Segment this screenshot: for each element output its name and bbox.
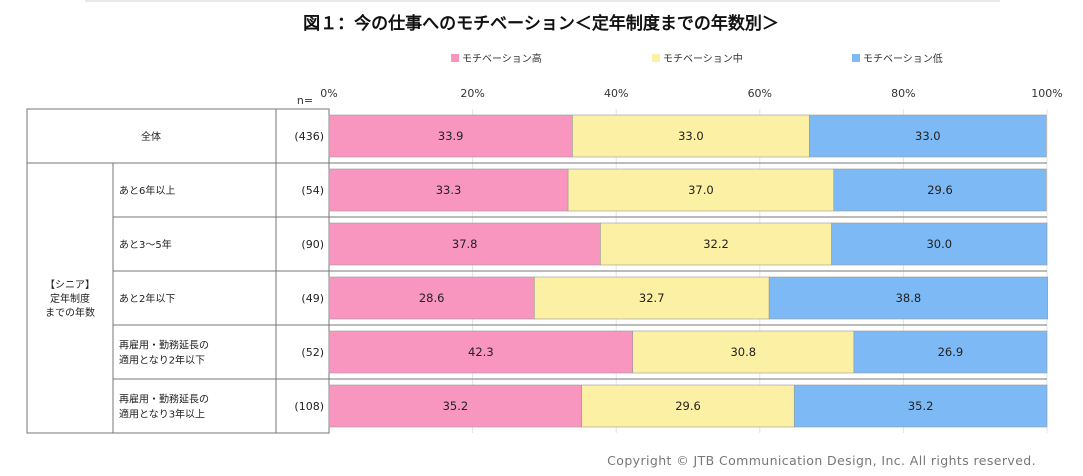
bar-label-row5-series2: 35.2 [908, 399, 934, 413]
bar-row1-series1 [567, 168, 835, 212]
x-tick-label-5: 100% [1031, 87, 1062, 100]
bar-label-row3-series0: 28.6 [419, 291, 445, 305]
bar-row3-series1 [534, 276, 770, 320]
copyright-text: Copyright © JTB Communication Design, In… [607, 453, 1036, 468]
bar-row4-series2 [853, 330, 1048, 374]
bar-label-row4-series0: 42.3 [468, 345, 494, 359]
row-n-4: (52) [301, 346, 324, 359]
row-n-3: (49) [301, 292, 324, 305]
group-label-line-1: 定年制度 [50, 292, 90, 305]
bar-row0-series2 [809, 114, 1047, 158]
bar-row2-series2 [831, 222, 1048, 266]
bar-row0-series0 [328, 114, 573, 158]
n-label: n= [297, 94, 313, 107]
chart-title: 図１：今の仕事へのモチベーション＜定年制度までの年数別＞ [303, 13, 779, 34]
bar-label-row0-series2: 33.0 [915, 129, 941, 143]
row-label-1-line-0: あと6年以上 [119, 184, 175, 197]
row-n-5: (108) [294, 400, 324, 413]
group-label-line-0: 【シニア】 [45, 279, 95, 291]
group-label-line-2: までの年数 [45, 306, 95, 319]
bar-row5-series2 [793, 384, 1048, 428]
bar-label-row2-series1: 32.2 [703, 237, 729, 251]
x-tick-label-4: 80% [891, 87, 915, 100]
legend-label-1: モチベーション中 [663, 52, 743, 65]
row-label-2-line-0: あと3～5年 [119, 238, 172, 251]
x-tick-label-3: 60% [748, 87, 772, 100]
legend-swatch-2 [852, 54, 860, 62]
row-label-table: 【シニア】定年制度までの年数 全体 (436) あと6年以上 (54) あと3～5年 (90… [26, 108, 1047, 434]
bar-row3-series2 [768, 276, 1049, 320]
bar-row1-series2 [833, 168, 1047, 212]
bar-label-row5-series0: 35.2 [443, 399, 469, 413]
bar-row5-series0 [328, 384, 583, 428]
row-n-1: (54) [301, 184, 324, 197]
bar-row4-series0 [328, 330, 634, 374]
row-label-4-line-0: 再雇用・勤務延長の [119, 339, 209, 352]
legend-swatch-1 [652, 54, 660, 62]
bar-label-row3-series2: 38.8 [896, 291, 922, 305]
bar-row5-series1 [581, 384, 795, 428]
x-tick-label-2: 40% [604, 87, 628, 100]
bar-label-row5-series1: 29.6 [675, 399, 701, 413]
bar-label-row2-series2: 30.0 [926, 237, 952, 251]
bar-label-row4-series2: 26.9 [938, 345, 964, 359]
bar-label-row4-series1: 30.8 [730, 345, 756, 359]
x-tick-label-1: 20% [460, 87, 484, 100]
bar-row4-series1 [632, 330, 855, 374]
bar-row0-series1 [572, 114, 810, 158]
x-axis-ticks: 0% 20% 40% 60% 80% 100% [320, 87, 1062, 100]
bar-row1-series0 [328, 168, 569, 212]
row-label-4-line-1: 適用となり2年以下 [119, 354, 205, 367]
row-n-2: (90) [301, 238, 324, 251]
bar-label-row0-series0: 33.9 [438, 129, 464, 143]
row-label-5-line-0: 再雇用・勤務延長の [119, 393, 209, 406]
bar-label-row1-series0: 33.3 [436, 183, 462, 197]
legend-swatch-0 [451, 54, 459, 62]
bars [328, 114, 1049, 428]
bar-row3-series0 [328, 276, 535, 320]
bar-label-row2-series0: 37.8 [452, 237, 478, 251]
bar-label-row3-series1: 32.7 [639, 291, 665, 305]
bar-label-row1-series2: 29.6 [927, 183, 953, 197]
bar-value-labels: 33.9 33.0 33.0 33.3 37.0 29.6 37.8 32.2 30.0 28.6… [419, 129, 963, 413]
bar-label-row1-series1: 37.0 [688, 183, 714, 197]
bar-row2-series1 [600, 222, 832, 266]
x-tick-label-0: 0% [320, 87, 337, 100]
row-label-5-line-1: 適用となり3年以上 [119, 408, 205, 421]
row-n-0: (436) [294, 130, 324, 143]
row-label-3-line-0: あと2年以下 [119, 292, 175, 305]
legend-label-2: モチベーション低 [863, 52, 943, 65]
legend: モチベーション高 モチベーション中 モチベーション低 [451, 52, 943, 65]
bar-label-row0-series1: 33.0 [678, 129, 704, 143]
row-label-0-line-0: 全体 [141, 130, 161, 143]
legend-label-0: モチベーション高 [462, 52, 542, 65]
